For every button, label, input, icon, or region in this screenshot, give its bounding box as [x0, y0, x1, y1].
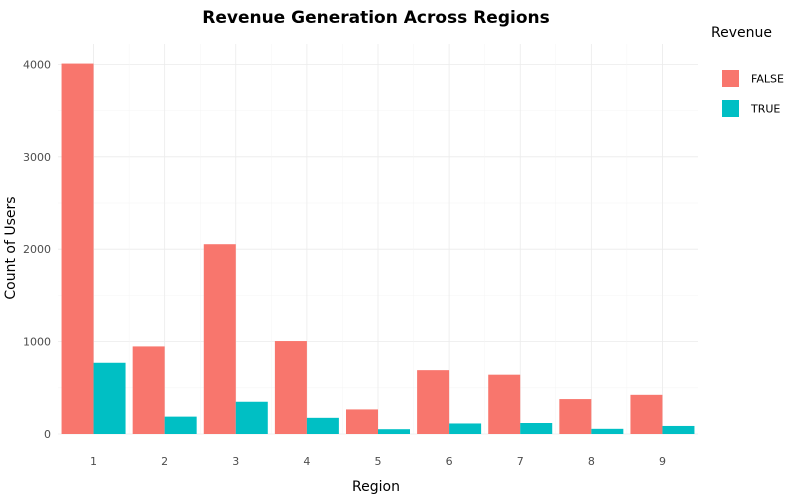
bar-false-region-9	[630, 394, 663, 434]
x-tick-label: 7	[517, 455, 524, 468]
bar-true-region-2	[164, 416, 197, 434]
bar-true-region-8	[591, 428, 624, 434]
x-tick-label: 3	[232, 455, 239, 468]
legend-key-false	[722, 70, 739, 87]
y-axis-ticks: 0 1000 2000 3000 4000	[23, 58, 51, 441]
bar-true-region-6	[449, 423, 482, 434]
x-tick-label: 9	[659, 455, 666, 468]
bar-true-region-3	[235, 401, 268, 434]
bar-false-region-5	[346, 409, 378, 434]
bar-true-region-1	[93, 362, 126, 434]
bar-false-region-2	[132, 346, 165, 434]
bar-false-region-6	[417, 370, 450, 434]
bar-true-region-5	[378, 429, 410, 434]
legend-key-true	[722, 100, 739, 117]
y-tick-label: 0	[44, 428, 51, 441]
x-tick-label: 2	[161, 455, 168, 468]
bar-false-region-4	[274, 341, 307, 434]
bar-false-region-1	[61, 63, 94, 435]
legend-label-true: TRUE	[750, 103, 780, 116]
bar-false-region-7	[488, 374, 521, 434]
x-tick-label: 5	[375, 455, 382, 468]
bar-true-region-7	[520, 423, 553, 434]
x-tick-label: 8	[588, 455, 595, 468]
y-tick-label: 1000	[23, 336, 51, 349]
y-tick-label: 2000	[23, 243, 51, 256]
x-tick-label: 4	[303, 455, 310, 468]
x-axis-ticks: 1 2 3 4 5 6 7 8 9	[90, 455, 666, 468]
x-tick-label: 1	[90, 455, 97, 468]
bar-true-region-9	[662, 425, 695, 434]
bar-false-region-8	[559, 399, 592, 434]
y-tick-label: 3000	[23, 151, 51, 164]
x-tick-label: 6	[446, 455, 453, 468]
chart-title: Revenue Generation Across Regions	[202, 8, 549, 28]
legend: Revenue FALSE TRUE	[711, 25, 784, 117]
y-axis-title: Count of Users	[3, 196, 19, 299]
legend-label-false: FALSE	[751, 73, 784, 86]
bars	[61, 63, 695, 435]
bar-false-region-3	[203, 244, 236, 434]
grid-lines	[58, 44, 698, 435]
x-axis-title: Region	[352, 479, 400, 494]
legend-title: Revenue	[711, 25, 772, 41]
bar-true-region-4	[306, 417, 339, 434]
y-tick-label: 4000	[23, 58, 51, 71]
